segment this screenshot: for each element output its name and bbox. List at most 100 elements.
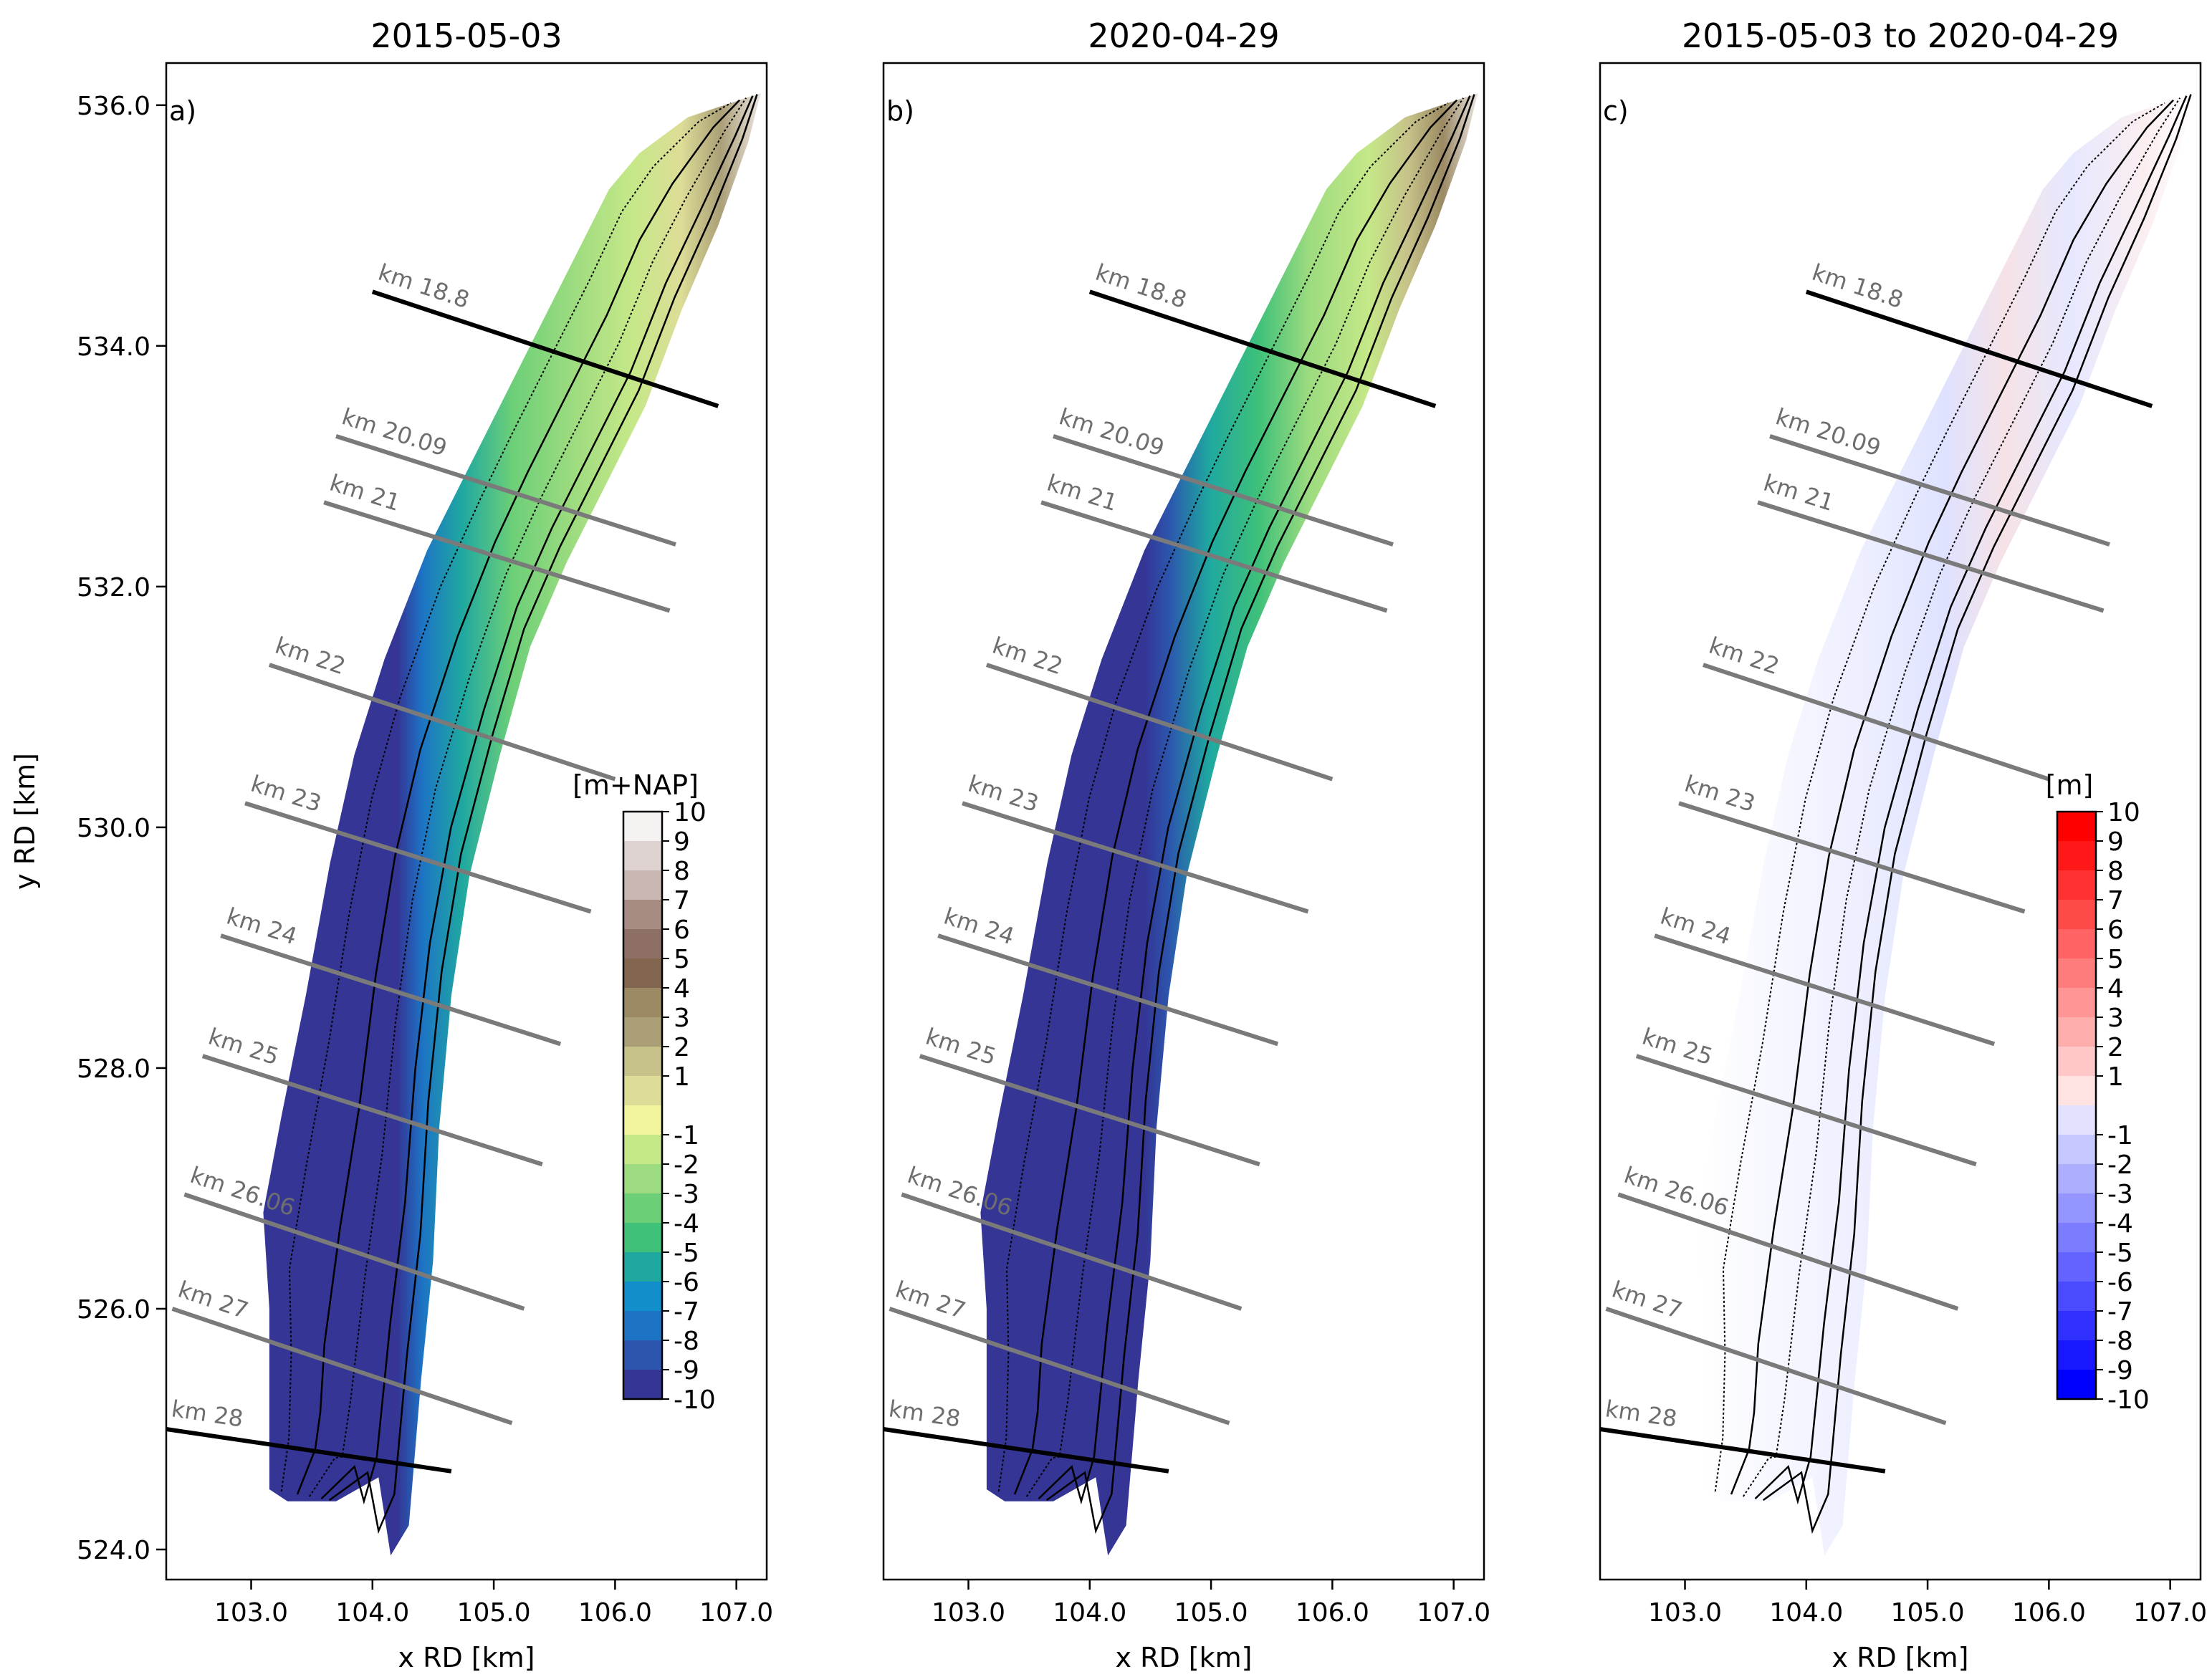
colorbar-tick-label: 4 bbox=[2107, 974, 2124, 1004]
colorbar-tick-label: 1 bbox=[674, 1062, 690, 1092]
profile-label: km 24 bbox=[224, 903, 300, 951]
profile-label: km 24 bbox=[941, 903, 1018, 951]
colorbar-swatch bbox=[2057, 1370, 2096, 1399]
axes-frame bbox=[882, 62, 1485, 1581]
colorbar-tick-label: -10 bbox=[674, 1385, 716, 1415]
colorbar-swatch bbox=[623, 1370, 662, 1399]
depth-contour bbox=[308, 97, 747, 1497]
depth-contour bbox=[1025, 97, 1465, 1497]
depth-contour bbox=[1045, 94, 1475, 1534]
colorbar-tick-label: -2 bbox=[674, 1150, 699, 1180]
colorbar-label: [m] bbox=[2046, 769, 2094, 801]
colorbar-swatch bbox=[2057, 841, 2096, 870]
colorbar-tick-label: -9 bbox=[674, 1356, 699, 1385]
x-axis-label: x RD [km] bbox=[1832, 1642, 1969, 1673]
profile-label: km 21 bbox=[1044, 469, 1121, 516]
colorbar-tick-label: 7 bbox=[674, 886, 690, 916]
y-tick-label: 534.0 bbox=[77, 332, 150, 362]
colorbar-swatch bbox=[2057, 1223, 2096, 1252]
colorbar-tick-label: 2 bbox=[674, 1033, 690, 1062]
colorbar-tick-label: 7 bbox=[2107, 886, 2124, 916]
panel-letter: c) bbox=[1603, 95, 1629, 127]
colorbar-swatch bbox=[623, 1282, 662, 1311]
profile-label: km 22 bbox=[1705, 632, 1782, 681]
colorbar-frame bbox=[622, 810, 664, 1400]
colorbar-swatch bbox=[2057, 1135, 2096, 1164]
profile-line bbox=[937, 933, 1279, 1047]
colorbar-swatch bbox=[623, 812, 662, 841]
y-tick-label: 536.0 bbox=[77, 92, 150, 121]
colorbar-tick-label: 4 bbox=[674, 974, 690, 1004]
panel-title: 2015-05-03 to 2020-04-29 bbox=[1682, 16, 2119, 55]
depth-contour bbox=[1038, 95, 1471, 1505]
x-tick-label: 103.0 bbox=[214, 1598, 288, 1628]
profile-line bbox=[1605, 1307, 1947, 1426]
colorbar-swatch bbox=[623, 1252, 662, 1282]
profile-line bbox=[919, 1054, 1260, 1167]
profile-line bbox=[1617, 1192, 1959, 1311]
profile-line bbox=[1599, 1427, 1886, 1474]
profile-line bbox=[1702, 663, 2050, 782]
x-axis-label: x RD [km] bbox=[398, 1642, 535, 1673]
profile-line bbox=[1088, 289, 1437, 408]
profile-label: km 24 bbox=[1657, 903, 1734, 951]
colorbar-swatch bbox=[623, 1193, 662, 1223]
profile-line bbox=[1769, 433, 2110, 547]
colorbar-tick-label: 6 bbox=[674, 916, 690, 945]
colorbar-swatch bbox=[623, 1017, 662, 1047]
bathymetry-field bbox=[1697, 93, 2195, 1556]
profile-line bbox=[1805, 289, 2153, 408]
profile-line bbox=[1654, 933, 1996, 1047]
panel-title: 2015-05-03 bbox=[370, 16, 562, 55]
panel-title: 2020-04-29 bbox=[1088, 16, 1279, 55]
colorbar-tick-label: -6 bbox=[2107, 1268, 2133, 1297]
colorbar-label: [m+NAP] bbox=[573, 769, 699, 801]
depth-contour bbox=[1742, 97, 2181, 1497]
profile-label: km 23 bbox=[965, 770, 1042, 817]
profile-label: km 25 bbox=[205, 1023, 282, 1071]
colorbar-swatch bbox=[2057, 1282, 2096, 1311]
colorbar-tick-label: -3 bbox=[2107, 1180, 2133, 1209]
profile-label: km 27 bbox=[892, 1276, 969, 1325]
depth-contour bbox=[1730, 99, 2175, 1495]
x-tick-label: 105.0 bbox=[1174, 1598, 1248, 1628]
profile-line bbox=[171, 1307, 513, 1426]
y-tick-label: 532.0 bbox=[77, 573, 150, 602]
colorbar-swatch bbox=[2057, 1047, 2096, 1076]
colorbar-tick-label: 5 bbox=[674, 945, 690, 974]
colorbar-tick-label: 8 bbox=[2107, 857, 2124, 886]
profile-label: km 21 bbox=[327, 469, 403, 516]
colorbar-tick-label: 2 bbox=[2107, 1033, 2124, 1062]
y-tick-label: 530.0 bbox=[77, 814, 150, 843]
profile-line bbox=[883, 1427, 1169, 1474]
colorbar-swatch bbox=[2057, 929, 2096, 958]
depth-contour bbox=[1762, 94, 2192, 1534]
colorbar-tick-label: -6 bbox=[674, 1268, 699, 1297]
profile-line bbox=[220, 933, 562, 1047]
colorbar-swatch bbox=[2057, 900, 2096, 929]
x-axis-label: x RD [km] bbox=[1116, 1642, 1253, 1673]
profile-label: km 18.8 bbox=[1809, 259, 1906, 314]
colorbar-swatch bbox=[623, 1223, 662, 1252]
colorbar-tick-label: 6 bbox=[2107, 916, 2124, 945]
depth-contour bbox=[1754, 95, 2188, 1505]
bathymetry-field bbox=[263, 93, 761, 1556]
colorbar-swatch bbox=[2057, 1252, 2096, 1282]
depth-contour bbox=[328, 94, 758, 1534]
profile-label: km 18.8 bbox=[1092, 259, 1189, 314]
depth-contour bbox=[997, 102, 1449, 1492]
profile-label: km 28 bbox=[1604, 1395, 1679, 1432]
profile-line bbox=[901, 1192, 1243, 1311]
profile-label: km 28 bbox=[887, 1395, 962, 1432]
y-tick-label: 526.0 bbox=[77, 1295, 150, 1325]
colorbar-swatch bbox=[2057, 1193, 2096, 1223]
colorbar-tick-label: -7 bbox=[2107, 1297, 2133, 1327]
colorbar-swatch bbox=[623, 1076, 662, 1105]
profile-label: km 22 bbox=[272, 632, 348, 681]
colorbar-tick-label: 8 bbox=[674, 857, 690, 886]
depth-contour bbox=[296, 99, 741, 1495]
colorbar-tick-label: -5 bbox=[2107, 1239, 2133, 1268]
